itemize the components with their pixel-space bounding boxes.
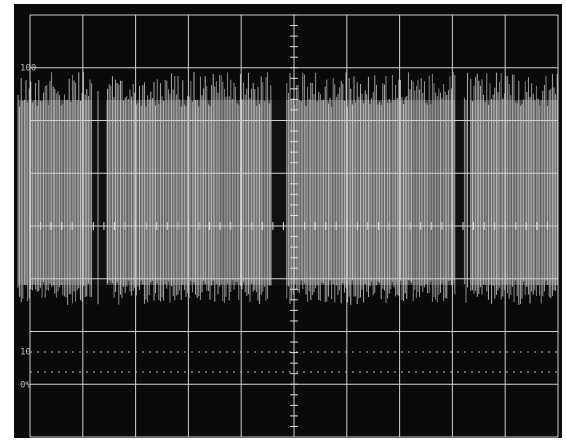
waveform xyxy=(17,72,558,305)
graticule xyxy=(29,14,559,438)
graticule-label: 100 xyxy=(20,64,36,74)
graticule-label: 10 xyxy=(20,348,31,358)
waveform-gap xyxy=(92,100,106,285)
waveform-gap xyxy=(272,100,286,285)
graticule-label: 0% xyxy=(20,381,31,391)
